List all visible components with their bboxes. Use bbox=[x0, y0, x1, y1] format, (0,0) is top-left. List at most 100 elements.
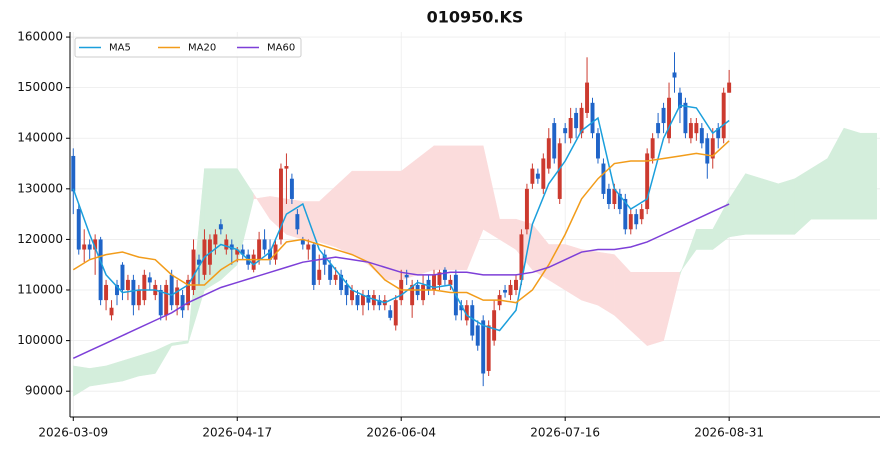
cloud-segment bbox=[220, 168, 238, 281]
candle-body bbox=[306, 244, 311, 250]
candle-body bbox=[672, 72, 677, 78]
candle-body bbox=[76, 209, 81, 250]
candle-body bbox=[213, 234, 218, 245]
candle-body bbox=[426, 279, 431, 291]
candle-body bbox=[475, 325, 480, 346]
cloud-segment bbox=[860, 132, 877, 220]
candle-body bbox=[568, 118, 573, 139]
candle-body bbox=[360, 295, 365, 306]
candle-body bbox=[169, 274, 174, 306]
x-tick-label: 2026-03-09 bbox=[38, 426, 108, 440]
x-tick-label: 2026-07-16 bbox=[530, 426, 600, 440]
candle-body bbox=[481, 320, 486, 374]
candle-body bbox=[300, 239, 305, 245]
cloud-segment bbox=[810, 158, 828, 220]
candle-body bbox=[541, 158, 546, 189]
candle-body bbox=[524, 188, 529, 230]
candle-body bbox=[104, 284, 109, 301]
candle-body bbox=[257, 239, 262, 260]
candle-body bbox=[557, 143, 562, 199]
candle-body bbox=[432, 274, 436, 291]
candle-body bbox=[339, 274, 344, 291]
candle-body bbox=[601, 163, 606, 194]
candle-body bbox=[634, 214, 639, 225]
x-tick-label: 2026-08-31 bbox=[694, 426, 764, 440]
candle-body bbox=[585, 82, 590, 113]
candle-body bbox=[235, 249, 240, 255]
cloud-segment bbox=[417, 145, 435, 276]
candle-body bbox=[87, 244, 92, 250]
lines bbox=[72, 104, 730, 359]
candle-body bbox=[721, 92, 726, 139]
candle-body bbox=[667, 97, 671, 139]
candle-body bbox=[388, 310, 393, 318]
candle-body bbox=[98, 239, 103, 301]
candle-body bbox=[366, 295, 371, 303]
legend-label: MA20 bbox=[188, 43, 216, 54]
candle-body bbox=[410, 284, 415, 306]
candle-body bbox=[131, 279, 136, 306]
y-tick-label: 120000 bbox=[17, 232, 63, 246]
candle-body bbox=[224, 239, 229, 250]
candle-body bbox=[191, 249, 196, 291]
candle-body bbox=[628, 214, 633, 230]
candle-body bbox=[688, 123, 693, 139]
candle-body bbox=[164, 284, 169, 316]
candle-body bbox=[574, 112, 579, 129]
candle-body bbox=[197, 259, 201, 265]
y-tick-label: 110000 bbox=[17, 283, 63, 297]
y-tick-label: 90000 bbox=[25, 384, 63, 398]
legend-box bbox=[74, 37, 302, 58]
candle-body bbox=[508, 284, 513, 296]
candle-body bbox=[617, 193, 622, 210]
cloud-segment bbox=[384, 170, 402, 281]
candle-body bbox=[612, 188, 617, 205]
cloud-segment bbox=[646, 272, 664, 347]
candle-body bbox=[710, 138, 715, 159]
candle-body bbox=[317, 269, 322, 280]
cloud-segment bbox=[581, 249, 599, 306]
candle-body bbox=[311, 244, 316, 285]
candle-body bbox=[125, 279, 130, 291]
candle-body bbox=[519, 234, 524, 280]
candle-body bbox=[514, 279, 518, 291]
candle-body bbox=[218, 224, 223, 230]
candle-body bbox=[579, 107, 584, 134]
y-tick-label: 150000 bbox=[17, 80, 63, 94]
candle-body bbox=[333, 274, 338, 280]
candle-body bbox=[322, 254, 327, 265]
candle-body bbox=[371, 295, 376, 306]
cloud bbox=[73, 127, 877, 397]
candle-body bbox=[393, 300, 398, 326]
candle-body bbox=[606, 188, 611, 205]
y-tick-label: 130000 bbox=[17, 181, 63, 195]
candle-body bbox=[344, 284, 349, 296]
candle-body bbox=[295, 214, 300, 230]
legend-label: MA5 bbox=[109, 43, 131, 54]
ma-line bbox=[72, 140, 730, 304]
candle-body bbox=[229, 244, 234, 250]
candle-body bbox=[421, 284, 426, 301]
cloud-segment bbox=[778, 178, 795, 235]
candle-body bbox=[716, 128, 721, 139]
candle-body bbox=[563, 128, 568, 134]
candle-body bbox=[459, 305, 464, 311]
candle-body bbox=[470, 305, 475, 336]
cloud-segment bbox=[400, 157, 418, 281]
candle-body bbox=[437, 272, 442, 285]
cloud-segment bbox=[450, 145, 468, 271]
y-tick-label: 100000 bbox=[17, 333, 63, 347]
candle-body bbox=[262, 239, 267, 250]
candle-body bbox=[355, 295, 360, 306]
candle-body bbox=[650, 138, 655, 159]
legend-label: MA60 bbox=[267, 43, 295, 54]
candle-body bbox=[377, 300, 382, 306]
candle-body bbox=[109, 307, 114, 316]
candle-body bbox=[623, 198, 628, 230]
candle-body bbox=[503, 290, 508, 293]
candle-body bbox=[727, 82, 732, 93]
candle-body bbox=[645, 153, 650, 210]
candle-body bbox=[115, 284, 119, 296]
candle-body bbox=[530, 168, 535, 184]
